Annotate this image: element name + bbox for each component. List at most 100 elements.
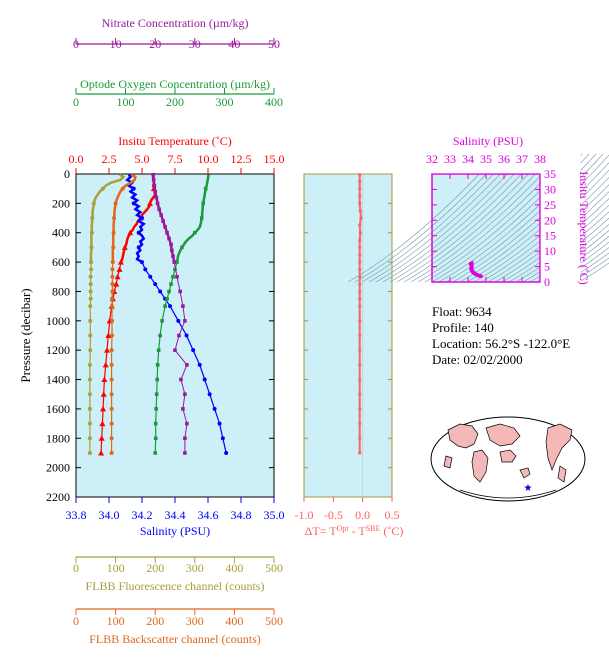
data-point xyxy=(88,274,93,279)
map-land xyxy=(545,423,573,472)
axis-tick-label: 500 xyxy=(265,614,283,628)
data-point xyxy=(159,213,163,217)
density-contour xyxy=(347,153,499,283)
data-point xyxy=(169,242,173,247)
data-point xyxy=(113,281,120,287)
data-point xyxy=(158,289,163,294)
label-part: (˚C) xyxy=(380,524,403,538)
delta-t-point xyxy=(358,187,362,191)
delta-t-point xyxy=(358,173,362,177)
data-point xyxy=(181,407,185,411)
axis-tick-label: 400 xyxy=(265,95,283,109)
axis-tick-label: 200 xyxy=(146,614,164,628)
data-point xyxy=(158,333,162,338)
data-point xyxy=(110,282,115,287)
data-point xyxy=(155,201,160,206)
data-point xyxy=(99,420,106,427)
y-tick-label: 800 xyxy=(52,284,70,298)
data-point xyxy=(153,189,157,194)
fluorescence-series xyxy=(87,173,126,455)
axis-tick-label: 300 xyxy=(186,614,204,628)
ts-y-tick-label: 15 xyxy=(544,229,556,243)
float-location-marker: ★ xyxy=(524,483,533,494)
data-point xyxy=(112,216,117,221)
data-point xyxy=(98,449,105,456)
density-contour xyxy=(508,204,609,283)
delta-t-point xyxy=(359,216,363,220)
data-point xyxy=(183,392,187,397)
data-point xyxy=(153,421,158,426)
axis-tick-label: 0 xyxy=(73,614,79,628)
data-point xyxy=(199,216,204,220)
density-contour xyxy=(361,153,513,283)
ts-y-tick-label: 25 xyxy=(544,198,556,212)
data-point xyxy=(100,391,107,397)
density-contour xyxy=(368,153,520,283)
data-point xyxy=(184,333,189,338)
temperature-axis: 0.0 2.5 5.0 7.5 10.0 12.5 15.0 Insitu Temperatu… xyxy=(69,134,285,174)
float-info: Float: 9634 Profile: 140 Location: 56.2°… xyxy=(432,304,570,368)
data-point xyxy=(110,296,115,301)
data-point xyxy=(100,186,105,191)
axis-tick-label: 0 xyxy=(73,561,79,575)
data-point xyxy=(111,245,116,250)
data-point xyxy=(131,186,136,191)
delta-t-point xyxy=(358,282,362,286)
delta-t-point xyxy=(358,392,362,396)
density-contour xyxy=(382,153,534,283)
data-point xyxy=(88,282,93,287)
y-tick-label: 1400 xyxy=(46,373,70,387)
data-point xyxy=(185,421,189,426)
delta-t-point xyxy=(358,267,362,272)
data-point xyxy=(155,377,159,382)
data-point xyxy=(175,274,179,279)
y-tick-label: 2200 xyxy=(46,490,70,504)
axis-tick-label: 50 xyxy=(268,37,280,51)
data-point xyxy=(110,289,115,294)
y-tick-label: 400 xyxy=(52,226,70,240)
ts-x-tick-label: 35 xyxy=(480,152,492,166)
y-tick-label: 2000 xyxy=(46,461,70,475)
data-point xyxy=(143,267,148,272)
oxygen-series xyxy=(153,174,210,455)
series-line-upper xyxy=(151,174,176,263)
axis-tick-label: 10.0 xyxy=(198,152,219,166)
y-tick-label: 1000 xyxy=(46,314,70,328)
y-axis-label: Pressure (decibar) xyxy=(18,288,33,382)
ts-x-tick-label: 34 xyxy=(462,152,474,166)
axis-tick-label: 7.5 xyxy=(168,152,183,166)
data-point xyxy=(175,260,179,264)
data-point xyxy=(114,273,121,280)
data-point xyxy=(180,245,184,250)
axis-title: Optode Oxygen Concentration (µm/kg) xyxy=(80,77,270,91)
axis-title: FLBB Fluorescence channel (counts) xyxy=(86,579,265,593)
data-point xyxy=(176,318,181,323)
map-land xyxy=(485,423,521,447)
data-point xyxy=(153,436,158,441)
axis-tick-label: 10 xyxy=(110,37,122,51)
data-point xyxy=(157,207,161,212)
data-point xyxy=(179,377,183,382)
data-point xyxy=(220,436,225,441)
world-map: ★ xyxy=(430,416,586,502)
data-point xyxy=(163,225,167,229)
axis-tick-label: 200 xyxy=(166,95,184,109)
date: Date: 02/02/2000 xyxy=(432,352,523,367)
delta-t-point xyxy=(358,275,362,279)
delta-t-point xyxy=(358,304,362,308)
data-point xyxy=(87,406,92,411)
y-tick-label: 600 xyxy=(52,255,70,269)
data-point xyxy=(117,259,124,265)
delta-t-axis-title: ΔT= TOpt - TSBE (˚C) xyxy=(305,524,404,539)
data-point xyxy=(88,289,93,294)
axis-tick-label: 34.4 xyxy=(165,508,186,522)
data-point xyxy=(163,304,167,308)
delta-t-point xyxy=(358,319,362,323)
density-contour xyxy=(375,153,527,283)
axis-tick-label: 300 xyxy=(216,95,234,109)
y-tick-label: 1800 xyxy=(46,431,70,445)
data-point xyxy=(170,248,174,253)
y-tick-label: 0 xyxy=(64,167,70,181)
data-point xyxy=(167,289,171,294)
ts-x-tick-label: 36 xyxy=(498,152,510,166)
